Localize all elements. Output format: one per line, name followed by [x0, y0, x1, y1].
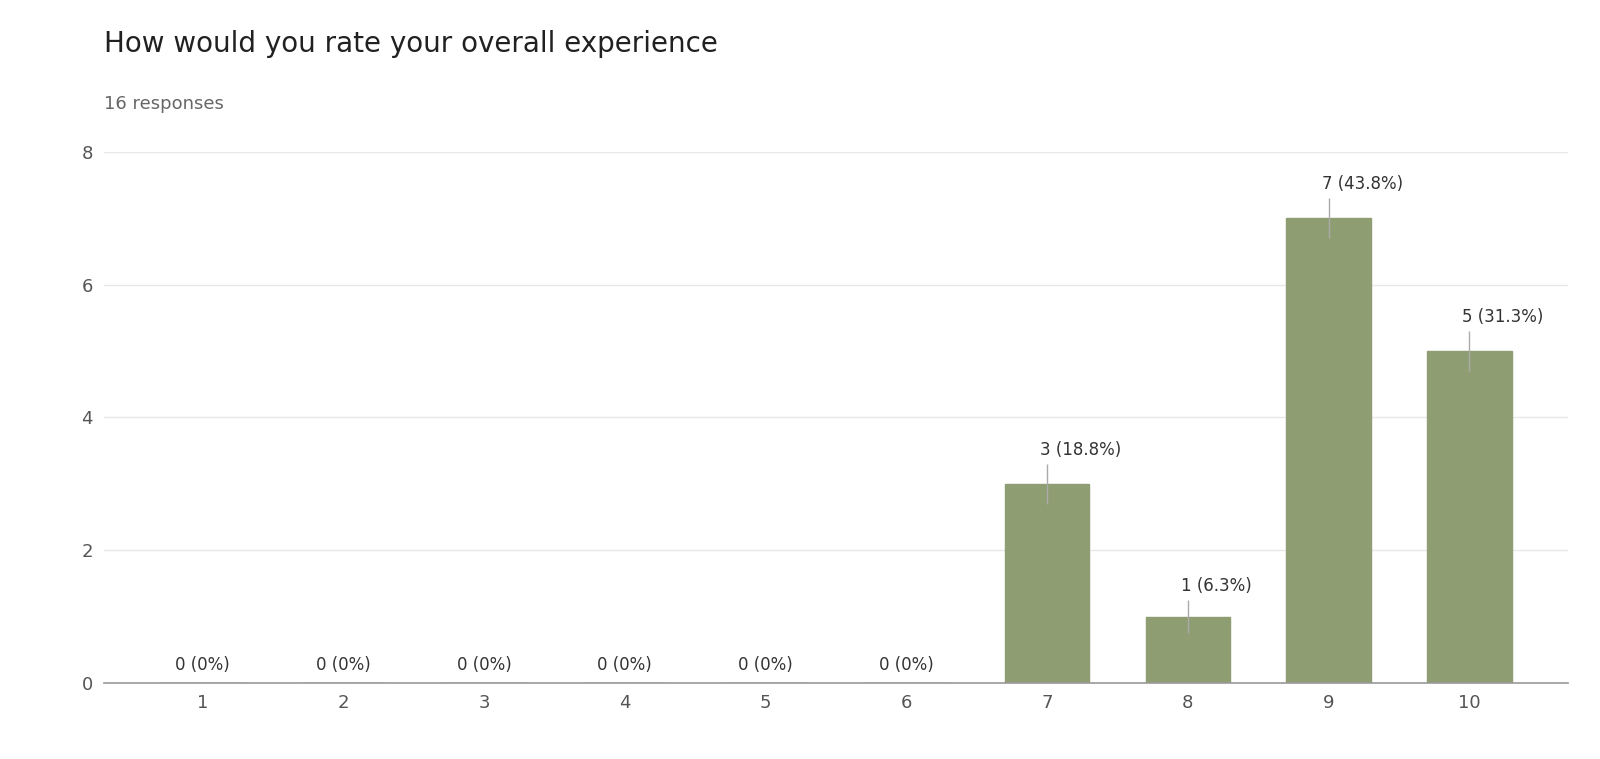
Text: 0 (0%): 0 (0%) [597, 657, 653, 675]
Bar [1427, 351, 1512, 683]
Text: 0 (0%): 0 (0%) [456, 657, 512, 675]
Text: 1 (6.3%): 1 (6.3%) [1181, 577, 1251, 595]
Text: How would you rate your overall experience: How would you rate your overall experien… [104, 30, 718, 58]
Text: 16 responses: 16 responses [104, 95, 224, 113]
Text: 3 (18.8%): 3 (18.8%) [1040, 441, 1122, 458]
Text: 7 (43.8%): 7 (43.8%) [1322, 175, 1403, 193]
Text: 0 (0%): 0 (0%) [174, 657, 230, 675]
Bar [1286, 219, 1371, 683]
Text: 0 (0%): 0 (0%) [738, 657, 794, 675]
Bar [1005, 484, 1090, 683]
Text: 0 (0%): 0 (0%) [878, 657, 934, 675]
Bar [1146, 616, 1230, 683]
Text: 5 (31.3%): 5 (31.3%) [1462, 308, 1544, 326]
Text: 0 (0%): 0 (0%) [315, 657, 371, 675]
